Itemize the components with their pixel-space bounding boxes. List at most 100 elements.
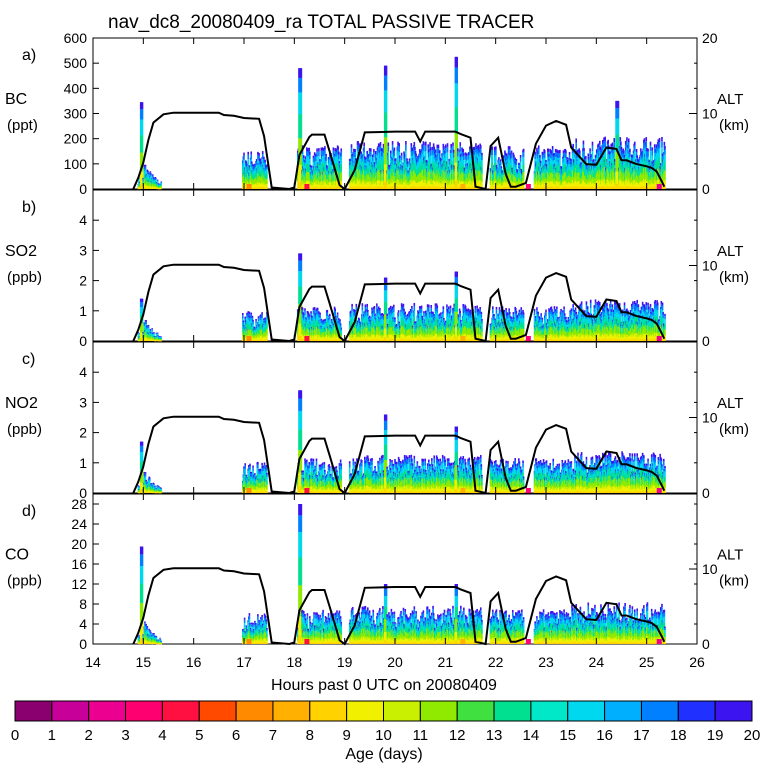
tracer-bar — [266, 174, 268, 179]
tracer-bar — [386, 113, 388, 138]
tracer-bar — [363, 142, 365, 146]
tracer-bar — [398, 143, 400, 147]
tracer-bar — [386, 66, 388, 76]
tracer-bar — [373, 152, 375, 157]
tracer-bar — [264, 160, 266, 162]
tracer-bar — [243, 160, 245, 167]
tracer-bar — [155, 178, 157, 179]
tracer-bar — [380, 142, 382, 146]
tracer-bar — [401, 160, 403, 167]
tracer-bar — [150, 175, 152, 177]
tracer-bar — [145, 165, 147, 167]
chart-title: nav_dc8_20080409_ra TOTAL PASSIVE TRACER — [108, 12, 534, 33]
tracer-bar — [150, 173, 152, 174]
tracer-bar — [160, 189, 162, 190]
tracer-bar — [145, 170, 147, 174]
tracer-bar — [324, 149, 326, 154]
tracer-bar — [160, 186, 162, 188]
tracer-bar — [354, 152, 356, 157]
tracer-bar — [145, 167, 147, 170]
tracer-bar — [414, 142, 416, 146]
tracer-bar — [337, 146, 339, 149]
tracer-bar — [301, 68, 303, 78]
tracer-bar — [399, 156, 401, 159]
tracer-bar — [390, 151, 392, 154]
tracer-bar — [392, 145, 394, 151]
tracer-bar — [340, 148, 342, 151]
tracer-bar — [401, 156, 403, 160]
tracer-bar — [301, 78, 303, 92]
tracer-bar — [411, 143, 413, 147]
tracer-bar — [152, 174, 154, 175]
tracer-bar — [407, 164, 409, 167]
tracer-bar — [354, 149, 356, 152]
tracer-bar — [157, 183, 159, 184]
tracer-bar — [318, 148, 320, 151]
tracer-bar — [415, 151, 417, 154]
tracer-bar — [394, 151, 396, 156]
tracer-bar — [260, 159, 262, 161]
tracer-bar — [142, 109, 144, 119]
tracer-bar — [301, 92, 303, 114]
tracer-bar — [340, 164, 342, 172]
tracer-bar — [405, 141, 407, 145]
tracer-bar — [403, 151, 405, 154]
tracer-bar — [394, 148, 396, 151]
tracer-bar — [399, 158, 401, 162]
tracer-bar — [355, 158, 357, 160]
tracer-bar — [262, 151, 264, 154]
tracer-bar — [264, 162, 266, 166]
tracer-bar — [375, 151, 377, 154]
tracer-bar — [150, 171, 152, 172]
tracer-bar — [340, 152, 342, 157]
tracer-bar — [250, 154, 252, 159]
tracer-bar — [363, 146, 365, 152]
tracer-bar — [386, 90, 388, 112]
tracer-bar — [357, 141, 359, 145]
tracer-bar — [155, 180, 157, 182]
tracer-bar — [405, 151, 407, 160]
tracer-bar — [266, 169, 268, 173]
tracer-bar — [392, 141, 394, 145]
tracer-bar — [247, 155, 249, 159]
tracer-bar — [301, 114, 303, 138]
tracer-bar — [409, 158, 411, 160]
tracer-bar — [160, 181, 162, 182]
tracer-bar — [401, 153, 403, 156]
tracer-bar — [251, 161, 253, 163]
tracer-bar — [309, 152, 311, 155]
tracer-bar — [388, 146, 390, 152]
panel-bc: 010020030040050060001020a)BC(ppt)ALT(km) — [5, 30, 749, 197]
tracer-bar — [160, 182, 162, 183]
tracer-bar — [160, 183, 162, 184]
tracer-bar — [316, 148, 318, 151]
tracer-bar — [316, 152, 318, 157]
tracer-bar — [325, 157, 327, 161]
tracer-bar — [243, 155, 245, 159]
tracer-bar — [388, 142, 390, 146]
tracer-bar — [370, 152, 372, 157]
tracer-bar — [340, 172, 342, 181]
tracer-bar — [338, 152, 340, 155]
tracer-bar — [340, 157, 342, 164]
tracer-bar — [351, 144, 353, 148]
tracer-bar — [247, 159, 249, 166]
tracer-bar — [370, 148, 372, 151]
tracer-bar — [266, 188, 268, 189]
tracer-bar — [160, 187, 162, 188]
tracer-bar — [247, 152, 249, 155]
tracer-bar — [373, 149, 375, 152]
tracer-bar — [263, 157, 265, 160]
tracer-bar — [266, 184, 268, 187]
tracer-bar — [157, 180, 159, 181]
tracer-bar — [152, 176, 154, 178]
figure: nav_dc8_20080409_ra TOTAL PASSIVE TRACER… — [0, 0, 768, 768]
tracer-bar — [258, 153, 260, 156]
tracer-bar — [311, 166, 313, 168]
tracer-bar — [160, 184, 162, 186]
tracer-bar — [155, 178, 157, 179]
tracer-bar — [338, 155, 340, 159]
tracer-bar — [395, 158, 397, 160]
tracer-bar — [157, 181, 159, 183]
tracer-bar — [398, 147, 400, 153]
